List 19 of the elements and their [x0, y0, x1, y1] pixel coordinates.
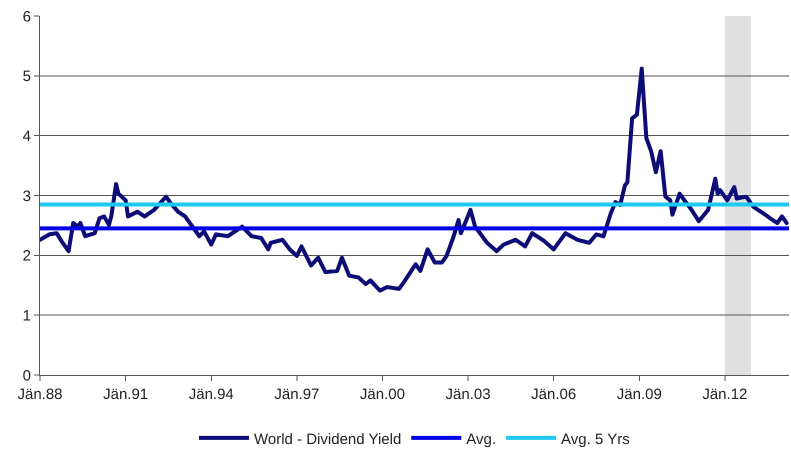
- y-tick-label: 4: [22, 128, 31, 145]
- y-tick-label: 0: [22, 367, 31, 384]
- x-tick-label: Jän.88: [17, 386, 63, 403]
- legend-label: Avg. 5 Yrs: [561, 430, 630, 448]
- y-tick-label: 5: [22, 68, 31, 86]
- x-tick-label: Jän.97: [274, 386, 320, 403]
- x-tick-label: Jän.03: [446, 386, 491, 403]
- y-tick-label: 2: [22, 248, 31, 265]
- legend-label: Avg.: [466, 430, 496, 448]
- x-tick-label: Jän.00: [360, 386, 405, 403]
- y-tick-label: 6: [22, 8, 31, 26]
- x-tick-label: Jän.12: [702, 386, 748, 403]
- y-tick-label: 1: [22, 307, 31, 324]
- x-tick-label: Jän.94: [188, 386, 234, 403]
- x-tick-label: Jän.09: [616, 386, 662, 403]
- y-tick-label: 3: [22, 188, 31, 205]
- x-tick-label: Jän.91: [103, 386, 148, 403]
- x-tick-label: Jän.06: [531, 386, 576, 403]
- legend-label: World - Dividend Yield: [254, 430, 402, 448]
